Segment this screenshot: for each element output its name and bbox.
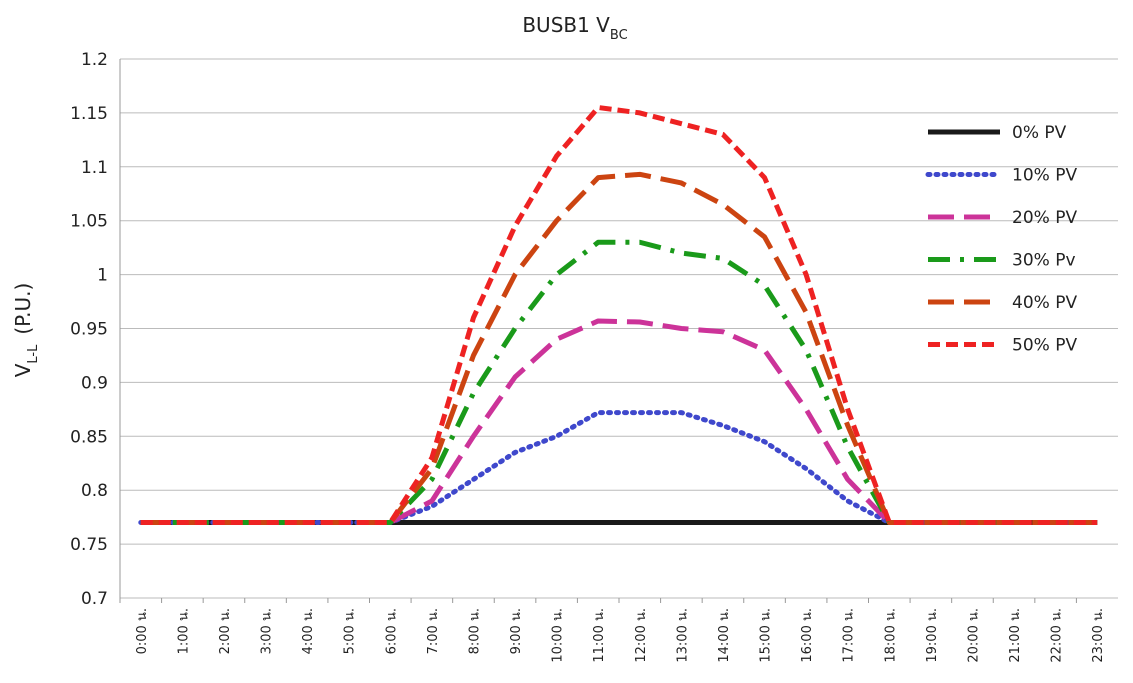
x-tick-label: 13:00 น. xyxy=(675,608,690,663)
x-tick-label: 11:00 น. xyxy=(592,608,607,663)
y-tick-label: 1 xyxy=(97,266,108,286)
title-main: BUSB1 V xyxy=(522,13,610,37)
legend-label: 10% PV xyxy=(1012,166,1077,186)
x-tick-label: 10:00 น. xyxy=(551,608,566,663)
x-tick-label: 0:00 น. xyxy=(135,608,150,654)
series-line xyxy=(138,410,1100,526)
x-tick-label: 21:00 น. xyxy=(1008,608,1023,663)
x-tick-label: 7:00 น. xyxy=(426,608,441,654)
y-label-sub: L-L xyxy=(26,344,41,364)
x-tick-label: 17:00 น. xyxy=(842,608,857,663)
title-sub: BC xyxy=(610,28,628,43)
x-tick-label: 6:00 น. xyxy=(384,608,399,654)
x-tick-label: 12:00 น. xyxy=(634,608,649,663)
x-tick-label: 19:00 น. xyxy=(925,608,940,663)
y-tick-label: 0.7 xyxy=(81,589,108,609)
y-tick-label: 0.85 xyxy=(70,427,108,447)
chart-title: BUSB1 VBC xyxy=(522,13,627,43)
x-tick-label: 5:00 น. xyxy=(343,608,358,654)
x-tick-label: 16:00 น. xyxy=(800,608,815,663)
y-label-unit: (P.U.) xyxy=(11,283,35,335)
series-line xyxy=(140,171,1098,526)
y-tick-label: 0.95 xyxy=(70,320,108,340)
x-tick-label: 14:00 น. xyxy=(717,608,732,663)
x-tick-label: 9:00 น. xyxy=(509,608,524,654)
legend-label: 30% Pv xyxy=(1012,251,1076,271)
x-tick-label: 2:00 น. xyxy=(218,608,233,654)
y-tick-label: 0.8 xyxy=(81,481,108,501)
x-tick-label: 3:00 น. xyxy=(260,608,275,654)
x-tick-label: 18:00 น. xyxy=(883,608,898,663)
y-tick-label: 1.2 xyxy=(81,50,108,70)
y-tick-label: 1.15 xyxy=(70,104,108,124)
series-line xyxy=(140,318,1098,526)
y-label-main: V xyxy=(11,363,35,377)
y-axis-label: VL-L (P.U.) xyxy=(11,283,41,378)
y-tick-label: 0.9 xyxy=(81,373,108,393)
x-tick-label: 4:00 น. xyxy=(301,608,316,654)
x-tick-label: 8:00 น. xyxy=(467,608,482,654)
legend-label: 0% PV xyxy=(1012,123,1067,143)
legend-label: 20% PV xyxy=(1012,208,1077,228)
legend-label: 50% PV xyxy=(1012,336,1077,356)
y-tick-label: 0.75 xyxy=(70,535,108,555)
x-tick-label: 15:00 น. xyxy=(759,608,774,663)
x-tick-label: 20:00 น. xyxy=(966,608,981,663)
series-line xyxy=(140,105,1098,526)
x-tick-label: 23:00 น. xyxy=(1091,608,1106,663)
x-tick-label: 1:00 น. xyxy=(176,608,191,654)
legend-label: 40% PV xyxy=(1012,293,1077,313)
y-tick-label: 1.05 xyxy=(70,212,108,232)
y-tick-label: 1.1 xyxy=(81,158,108,178)
x-tick-label: 22:00 น. xyxy=(1050,608,1065,663)
